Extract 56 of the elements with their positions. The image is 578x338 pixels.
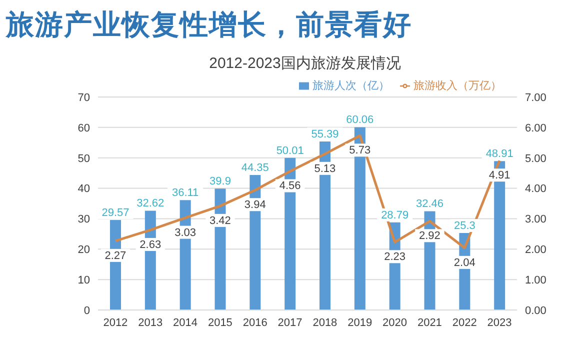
- data-label: 25.3: [454, 220, 476, 232]
- data-label: 32.46: [416, 198, 444, 210]
- data-label: 5.13: [314, 162, 336, 175]
- y2-tick-label: 2.00: [525, 244, 546, 256]
- data-label: 4.56: [279, 180, 301, 192]
- data-label: 3.94: [244, 199, 266, 212]
- data-label: 48.91: [486, 148, 514, 160]
- x-tick-label: 2018: [312, 316, 338, 329]
- y-tick-label: 70: [78, 92, 90, 104]
- data-label: 36.11: [172, 187, 199, 200]
- legend-label: 旅游收入（万亿）: [414, 80, 502, 92]
- y-tick-label: 60: [78, 122, 90, 134]
- data-label: 5.73: [349, 144, 371, 157]
- x-tick-label: 2022: [452, 316, 477, 329]
- y2-tick-label: 1.00: [525, 274, 546, 286]
- data-label: 3.42: [209, 214, 231, 227]
- data-label: 44.35: [241, 162, 269, 174]
- data-label: 55.39: [311, 128, 339, 140]
- y2-tick-label: 5.00: [525, 152, 546, 165]
- chart-subtitle: 2012-2023国内旅游发展情况: [208, 54, 402, 74]
- legend-label: 旅游人次（亿）: [312, 80, 390, 92]
- x-tick-label: 2016: [242, 316, 268, 329]
- x-tick-label: 2019: [348, 316, 372, 329]
- y2-tick-label: 3.00: [525, 214, 546, 226]
- data-label: 29.57: [102, 207, 130, 220]
- y2-tick-label: 7.00: [525, 92, 546, 104]
- data-label: 2.04: [454, 256, 476, 269]
- data-label: 4.91: [488, 170, 510, 182]
- y-tick-label: 0: [84, 304, 90, 317]
- chart-title: 旅游产业恢复性增长，前景看好: [4, 8, 413, 42]
- y-tick-label: 30: [78, 214, 90, 226]
- x-tick-label: 2015: [208, 316, 232, 329]
- y-tick-label: 10: [78, 274, 90, 286]
- data-label: 2.63: [140, 238, 162, 251]
- data-label: 2.23: [384, 251, 406, 264]
- data-label: 2.27: [104, 250, 126, 262]
- data-label: 28.79: [381, 209, 409, 222]
- x-tick-label: 2023: [487, 316, 512, 329]
- y2-tick-label: 4.00: [525, 183, 546, 196]
- data-label: 39.9: [210, 176, 231, 188]
- x-tick-label: 2014: [173, 316, 198, 329]
- data-label: 60.06: [346, 114, 374, 126]
- data-label: 32.62: [136, 198, 164, 210]
- x-tick-label: 2012: [103, 316, 128, 329]
- y-tick-label: 20: [78, 244, 90, 256]
- y2-tick-label: 0.00: [525, 304, 546, 317]
- x-tick-label: 2013: [138, 316, 163, 329]
- data-label: 50.01: [276, 144, 304, 157]
- x-tick-label: 2017: [278, 316, 302, 329]
- y2-tick-label: 6.00: [525, 122, 546, 134]
- y-tick-label: 40: [78, 183, 90, 196]
- x-tick-label: 2021: [417, 316, 442, 329]
- y-tick-label: 50: [78, 152, 90, 165]
- data-label: 3.03: [174, 226, 196, 239]
- x-tick-label: 2020: [382, 316, 408, 329]
- data-label: 2.92: [418, 230, 440, 242]
